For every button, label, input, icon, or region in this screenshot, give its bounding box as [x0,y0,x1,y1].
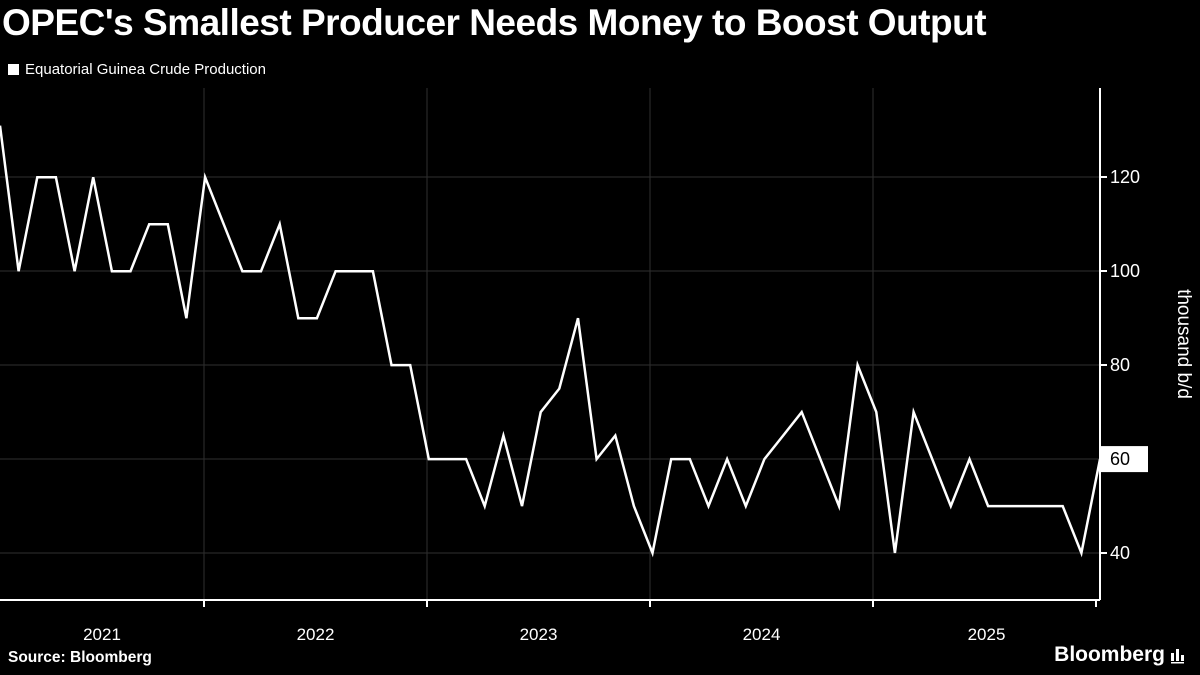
last-value-label: 60 [1110,449,1130,469]
y-axis-title: thousand b/d [1173,289,1194,399]
legend-marker-icon [8,64,19,75]
y-tick-label: 120 [1110,167,1140,187]
x-tick-label: 2022 [297,625,335,644]
production-line [0,125,1102,558]
chart-title: OPEC's Smallest Producer Needs Money to … [2,2,987,43]
last-value-badge [1101,446,1148,473]
legend: Equatorial Guinea Crude Production [8,61,266,78]
x-tick-label: 2024 [743,625,781,644]
y-tick-label: 100 [1110,261,1140,281]
x-tick-label: 2023 [520,625,558,644]
x-tick-label: 2025 [968,625,1006,644]
legend-label: Equatorial Guinea Crude Production [25,61,266,78]
y-tick-label: 80 [1110,355,1130,375]
source-credit: Source: Bloomberg [8,649,152,666]
bloomberg-logo: Bloomberg [1054,643,1186,667]
x-tick-label: 2021 [83,625,121,644]
bloomberg-logo-text: Bloomberg [1054,643,1165,666]
bloomberg-logo-icon [1171,649,1184,664]
y-tick-label: 40 [1110,543,1130,563]
